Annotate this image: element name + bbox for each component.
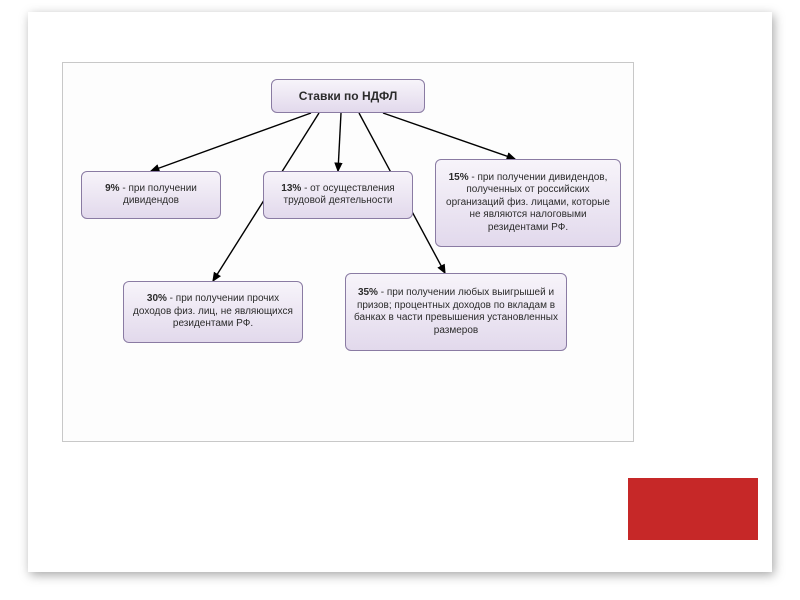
- node-n15: 15% - при получении дивидендов, полученн…: [435, 159, 621, 247]
- node-rate: 9%: [105, 183, 119, 194]
- node-rate: 30%: [147, 293, 167, 304]
- node-rate: 35%: [358, 287, 378, 298]
- node-text: - при получении любых выигрышей и призов…: [354, 287, 558, 336]
- node-n13: 13% - от осуществления трудовой деятельн…: [263, 171, 413, 219]
- root-label: Ставки по НДФЛ: [299, 89, 397, 104]
- edge-n15: [383, 113, 515, 159]
- node-rate: 13%: [281, 183, 301, 194]
- node-text: - при получении дивидендов: [120, 183, 197, 207]
- node-n30: 30% - при получении прочих доходов физ. …: [123, 281, 303, 343]
- node-rate: 15%: [449, 172, 469, 183]
- edge-n9: [151, 113, 311, 171]
- node-text: - от осуществления трудовой деятельности: [283, 183, 394, 207]
- root-node: Ставки по НДФЛ: [271, 79, 425, 113]
- node-n35: 35% - при получении любых выигрышей и пр…: [345, 273, 567, 351]
- accent-block: [628, 478, 758, 540]
- edge-n13: [338, 113, 341, 171]
- diagram-edges: [63, 63, 633, 441]
- node-text: - при получении дивидендов, полученных о…: [446, 172, 610, 233]
- node-n9: 9% - при получении дивидендов: [81, 171, 221, 219]
- diagram-frame: Ставки по НДФЛ 9% - при получении дивиде…: [62, 62, 634, 442]
